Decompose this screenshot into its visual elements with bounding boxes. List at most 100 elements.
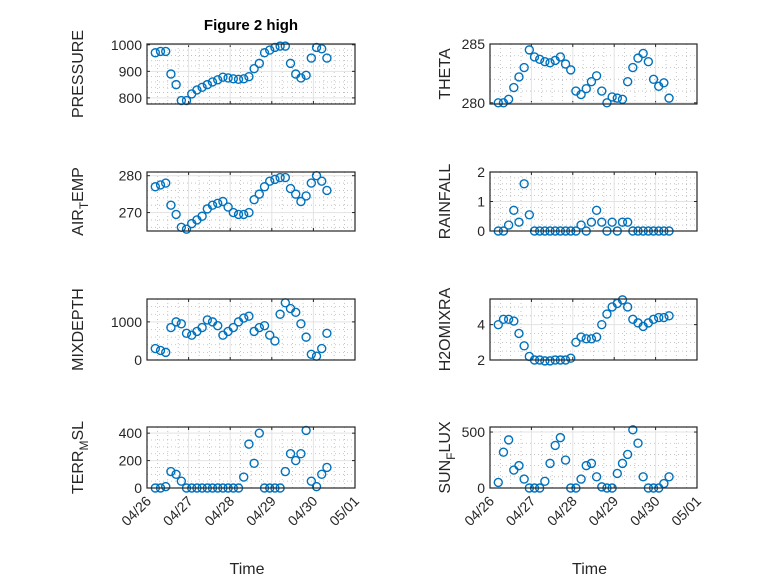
data-point (306, 178, 317, 188)
data-point (161, 481, 171, 492)
x-tick-label: 04/27 (160, 493, 196, 529)
y-axis-label: PRESSURE (70, 30, 87, 118)
data-point (171, 469, 181, 479)
data-point (555, 52, 566, 62)
data-point (493, 319, 503, 330)
data-point (275, 41, 285, 51)
data-point (155, 345, 166, 356)
x-tick-label: 04/28 (544, 493, 580, 529)
axes-box (489, 43, 698, 105)
data-point (664, 311, 674, 321)
data-point (150, 182, 161, 192)
y-tick-label: 280 (119, 168, 143, 184)
data-point (249, 458, 259, 469)
data-point (628, 62, 638, 73)
data-point (218, 196, 228, 207)
data-point (509, 205, 519, 216)
data-point (306, 476, 317, 486)
x-tick-label: 04/30 (627, 493, 663, 529)
data-point (622, 449, 633, 460)
data-point (534, 54, 545, 64)
data-point (207, 77, 218, 87)
data-point (259, 182, 270, 192)
data-point (503, 94, 514, 104)
data-point (659, 78, 669, 88)
y-axis-label: H2OMIXRA (437, 287, 454, 371)
x-tick-label: 04/26 (461, 493, 497, 529)
data-point (166, 200, 176, 210)
data-point (197, 211, 207, 221)
data-point (591, 71, 602, 81)
data-point (617, 458, 628, 469)
data-point (566, 65, 576, 75)
data-point (514, 72, 524, 82)
data-point (560, 455, 571, 465)
x-tick-label: 04/29 (585, 493, 621, 529)
data-point (181, 224, 192, 234)
data-point (296, 73, 306, 83)
data-point (545, 58, 555, 68)
data-point (493, 477, 503, 488)
data-point (239, 472, 249, 482)
data-point (612, 93, 623, 103)
data-point (519, 474, 529, 484)
y-tick-label: 280 (462, 95, 486, 111)
subplot-air-temp: 270 280 AIRTEMP (70, 167, 356, 236)
data-point (498, 447, 509, 457)
data-point (581, 460, 591, 471)
data-point (540, 56, 550, 67)
data-point (576, 332, 586, 342)
data-point (648, 74, 659, 84)
data-point (280, 466, 291, 477)
data-point (296, 319, 306, 329)
data-point (265, 45, 275, 55)
data-point (150, 48, 161, 58)
data-point (317, 343, 327, 354)
data-point (550, 440, 560, 451)
data-point (218, 72, 228, 82)
data-point (540, 356, 550, 366)
data-point (628, 425, 638, 435)
subplot-mixdepth: 0 1000 MIXDEPTH (70, 288, 356, 371)
axes-box (146, 43, 356, 105)
data-point (503, 220, 514, 230)
data-point (233, 74, 244, 85)
data-point (586, 334, 597, 344)
data-point (244, 311, 254, 321)
x-tick-label: 04/28 (201, 493, 237, 529)
data-point (664, 472, 674, 482)
data-point (581, 334, 591, 344)
data-point (607, 217, 617, 227)
data-point (155, 180, 166, 190)
data-point (291, 189, 301, 199)
x-axis-label: Time (230, 561, 265, 578)
data-point (301, 332, 311, 342)
data-point (259, 320, 270, 331)
data-point (607, 92, 617, 102)
data-point (519, 341, 529, 351)
data-point (161, 178, 171, 188)
data-point (591, 205, 602, 216)
axes-box (146, 298, 356, 361)
data-point (166, 466, 176, 477)
data-point (555, 432, 566, 443)
data-point (166, 69, 176, 79)
y-tick-label: 0 (134, 352, 142, 368)
data-point (202, 315, 213, 325)
data-point (317, 44, 327, 54)
subplot-h2omixra: 2 4 H2OMIXRA (437, 287, 698, 371)
data-point (207, 200, 218, 210)
data-point (514, 460, 524, 471)
data-point (306, 349, 317, 359)
data-point (155, 46, 166, 57)
data-point (270, 174, 280, 185)
data-point (602, 309, 612, 319)
axes-background (490, 427, 697, 488)
data-point (514, 217, 524, 227)
x-tick-label: 05/01 (668, 493, 704, 529)
data-point (602, 98, 612, 108)
y-axis-label: TERRMSL (70, 421, 91, 494)
data-point (493, 98, 503, 108)
data-point (622, 302, 633, 312)
data-point (509, 82, 519, 93)
